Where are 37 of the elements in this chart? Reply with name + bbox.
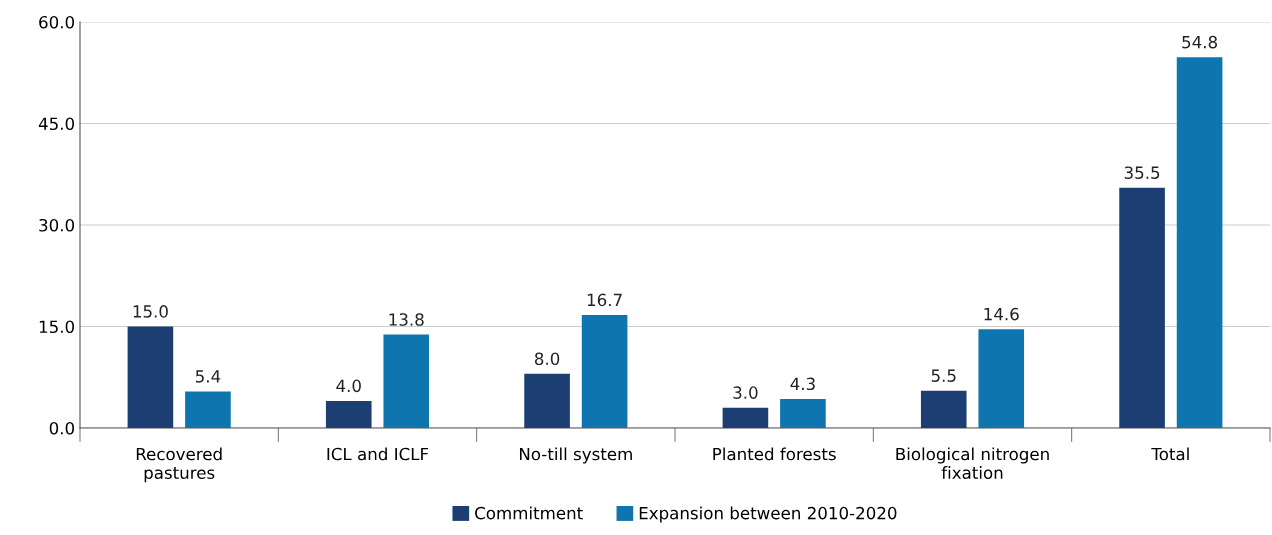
bar [524, 373, 570, 428]
data-label: 16.7 [587, 293, 622, 307]
x-tick-label: ICL and ICLF [327, 447, 429, 461]
x-tick-label: Biological nitrogen fixation [896, 447, 1049, 480]
bar [722, 407, 769, 428]
bar [780, 398, 826, 428]
data-label: 35.5 [1124, 166, 1160, 179]
data-label: 5.5 [931, 369, 956, 382]
legend-label: Expansion between 2010-2020 [639, 506, 897, 523]
bar [978, 329, 1025, 428]
y-tick-label: 15.0 [39, 320, 75, 334]
legend-label: Commitment [475, 506, 583, 520]
data-label: 13.8 [389, 313, 424, 326]
y-tick-label: 0.0 [49, 421, 75, 435]
data-label: 4.3 [790, 377, 815, 391]
bar [581, 315, 628, 428]
y-tick-label: 60.0 [39, 15, 75, 29]
x-tick-label: Total [1151, 447, 1189, 461]
x-tick-label: Planted forests [713, 447, 836, 461]
data-label: 5.4 [195, 370, 221, 383]
data-label: 3.0 [733, 386, 758, 399]
bar [185, 391, 231, 428]
bar [920, 390, 967, 428]
bar [325, 400, 372, 428]
x-tick-label: No-till system [519, 447, 632, 464]
data-label: 4.0 [336, 379, 361, 393]
bar [1119, 187, 1165, 428]
bar [127, 326, 174, 428]
data-label: 14.6 [984, 307, 1019, 321]
data-label: 54.8 [1182, 35, 1218, 49]
data-label: 15.0 [133, 305, 168, 318]
y-tick-label: 45.0 [38, 117, 75, 131]
data-label: 8.0 [534, 352, 560, 366]
x-tick-label: Recovered pastures [136, 447, 222, 483]
bar [1176, 57, 1223, 428]
bar [383, 334, 430, 428]
y-tick-label: 30.0 [39, 218, 75, 232]
